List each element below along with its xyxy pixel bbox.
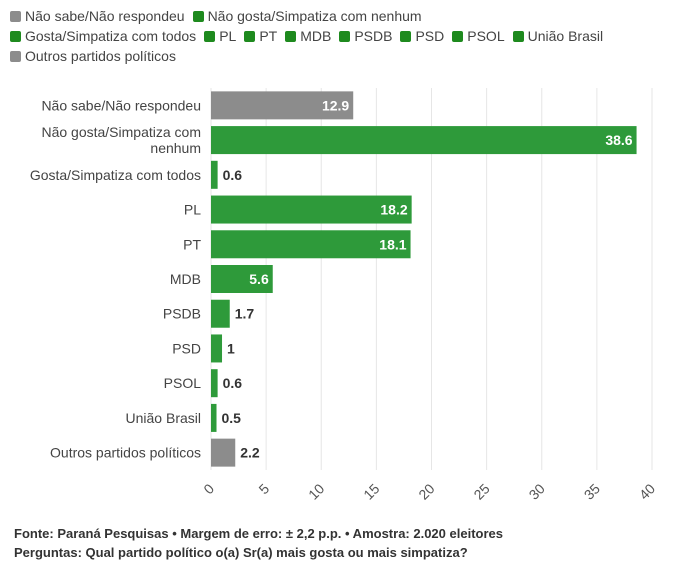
legend-label: MDB bbox=[300, 28, 332, 44]
legend-item[interactable]: PSDB bbox=[339, 28, 392, 44]
legend-item[interactable]: MDB bbox=[285, 28, 331, 44]
bar bbox=[211, 334, 223, 363]
legend-item[interactable]: Outros partidos políticos bbox=[10, 48, 176, 64]
legend-swatch bbox=[10, 30, 21, 42]
value-label: 18.1 bbox=[379, 236, 406, 252]
bar bbox=[211, 438, 236, 467]
legend-swatch bbox=[204, 30, 216, 42]
chart-legend: Não sabe/Não respondeu Não gosta/Simpati… bbox=[10, 6, 670, 66]
legend-swatch bbox=[512, 30, 524, 42]
value-label: 12.9 bbox=[322, 97, 349, 113]
category-label: Gosta/Simpatiza com todos bbox=[30, 167, 201, 183]
legend-label: PL bbox=[219, 28, 237, 44]
chart-footer: Fonte: Paraná Pesquisas • Margem de erro… bbox=[14, 524, 503, 562]
x-tick-label: 5 bbox=[255, 480, 272, 497]
legend-swatch bbox=[192, 10, 204, 22]
bar bbox=[211, 91, 354, 120]
legend-swatch bbox=[10, 10, 21, 22]
bar bbox=[211, 369, 218, 398]
category-label: PSD bbox=[172, 340, 201, 356]
legend-item[interactable]: Não gosta/Simpatiza com nenhum bbox=[192, 8, 422, 24]
bar bbox=[211, 160, 218, 189]
x-tick-label: 10 bbox=[305, 480, 327, 502]
category-label: PSDB bbox=[163, 306, 201, 322]
category-label: União Brasil bbox=[126, 410, 201, 426]
legend-item[interactable]: Não sabe/Não respondeu bbox=[10, 8, 185, 24]
legend-item[interactable]: PT bbox=[244, 28, 277, 44]
value-label: 0.6 bbox=[223, 167, 243, 183]
legend-label: Não gosta/Simpatiza com nenhum bbox=[207, 8, 422, 24]
legend-swatch bbox=[285, 30, 297, 42]
legend-row: Gosta/Simpatiza com todos PL PT MDB PSDB… bbox=[10, 26, 670, 46]
value-label: 0.5 bbox=[222, 410, 242, 426]
x-tick-label: 30 bbox=[526, 480, 548, 502]
value-label: 1 bbox=[227, 340, 235, 356]
bar bbox=[211, 195, 412, 224]
bar bbox=[211, 299, 230, 328]
legend-item[interactable]: PL bbox=[204, 28, 236, 44]
question-note: Perguntas: Qual partido político o(a) Sr… bbox=[14, 545, 468, 560]
legend-label: Não sabe/Não respondeu bbox=[25, 8, 185, 24]
category-label: MDB bbox=[170, 271, 201, 287]
category-label: Não gosta/Simpatiza com nenhum bbox=[41, 124, 201, 156]
category-label: PSOL bbox=[164, 375, 202, 391]
legend-swatch bbox=[452, 30, 464, 42]
legend-label: União Brasil bbox=[527, 28, 604, 44]
legend-swatch bbox=[10, 50, 21, 62]
category-label: Não sabe/Não respondeu bbox=[41, 97, 201, 113]
legend-swatch bbox=[339, 30, 351, 42]
x-tick-label: 35 bbox=[581, 480, 603, 502]
legend-row: Outros partidos políticos bbox=[10, 46, 670, 66]
legend-item[interactable]: Gosta/Simpatiza com todos bbox=[10, 28, 196, 44]
x-tick-label: 0 bbox=[200, 480, 217, 497]
legend-label: Gosta/Simpatiza com todos bbox=[25, 28, 197, 44]
value-label: 18.2 bbox=[380, 202, 407, 218]
x-tick-label: 25 bbox=[470, 480, 492, 502]
value-label: 38.6 bbox=[605, 132, 632, 148]
bar bbox=[211, 403, 217, 432]
legend-item[interactable]: PSD bbox=[400, 28, 444, 44]
x-tick-label: 20 bbox=[415, 480, 437, 502]
legend-row: Não sabe/Não respondeu Não gosta/Simpati… bbox=[10, 6, 670, 26]
x-tick-label: 40 bbox=[636, 480, 658, 502]
legend-swatch bbox=[400, 30, 412, 42]
legend-item[interactable]: PSOL bbox=[452, 28, 505, 44]
legend-label: PSD bbox=[415, 28, 445, 44]
x-tick-label: 15 bbox=[360, 480, 382, 502]
legend-item[interactable]: União Brasil bbox=[512, 28, 604, 44]
legend-label: PSOL bbox=[467, 28, 505, 44]
bar bbox=[211, 230, 411, 259]
source-note: Fonte: Paraná Pesquisas • Margem de erro… bbox=[14, 526, 503, 541]
category-label: PL bbox=[184, 202, 201, 218]
legend-label: PSDB bbox=[354, 28, 393, 44]
legend-label: PT bbox=[259, 28, 278, 44]
bar bbox=[211, 126, 637, 155]
bar bbox=[211, 265, 273, 293]
legend-label: Outros partidos políticos bbox=[25, 48, 176, 64]
category-label: Outros partidos políticos bbox=[50, 445, 201, 461]
value-label: 1.7 bbox=[235, 306, 255, 322]
value-label: 0.6 bbox=[223, 375, 243, 391]
legend-swatch bbox=[244, 30, 256, 42]
value-label: 5.6 bbox=[249, 271, 269, 287]
value-label: 2.2 bbox=[240, 445, 260, 461]
category-label: PT bbox=[183, 236, 201, 252]
